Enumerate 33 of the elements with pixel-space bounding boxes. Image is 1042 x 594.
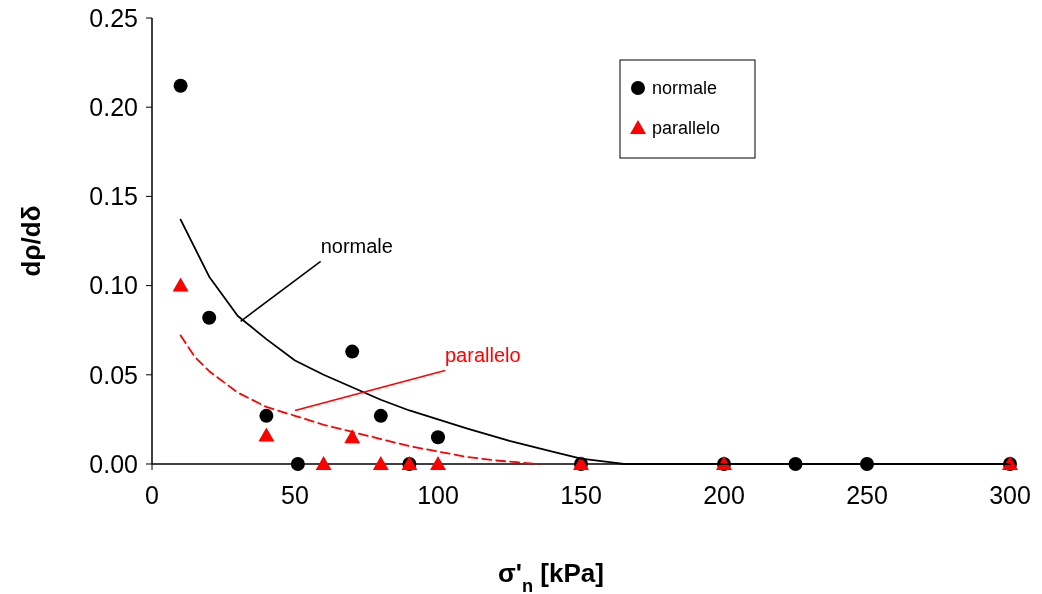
- y-tick-label: 0.10: [89, 271, 138, 300]
- x-tick-label: 250: [846, 481, 888, 509]
- point: [290, 457, 305, 471]
- point: [202, 310, 217, 325]
- point: [315, 456, 332, 470]
- x-axis-title: σ'$_{n}$ [kPa]: [498, 558, 604, 594]
- legend-label: parallelo: [652, 118, 721, 139]
- x-tick-label: 50: [281, 481, 309, 509]
- x-tick-label: 0: [145, 481, 159, 509]
- annotation: parallelo: [445, 344, 521, 367]
- point: [172, 277, 189, 292]
- y-tick-label: 0.05: [89, 360, 138, 389]
- point: [372, 456, 389, 470]
- x-tick-label: 200: [703, 481, 745, 509]
- line-series: [179, 334, 539, 465]
- y-axis-title: dρ/dδ: [16, 205, 46, 277]
- legend-label: normale: [652, 78, 718, 99]
- x-tick-label: 300: [989, 481, 1031, 509]
- point: [344, 429, 361, 444]
- y-tick-label: 0.20: [89, 92, 138, 121]
- point: [259, 408, 274, 423]
- y-tick-label: 0.25: [89, 3, 138, 32]
- point: [373, 408, 388, 423]
- x-tick-label: 150: [560, 481, 602, 509]
- point: [258, 427, 275, 442]
- point: [345, 344, 360, 359]
- point: [431, 430, 445, 445]
- point: [173, 78, 188, 93]
- point: [430, 456, 446, 470]
- y-tick-label: 0.00: [89, 449, 138, 478]
- x-tick-label: 100: [417, 481, 459, 509]
- y-tick-label: 0.15: [89, 182, 138, 211]
- annotation: normale: [320, 235, 393, 258]
